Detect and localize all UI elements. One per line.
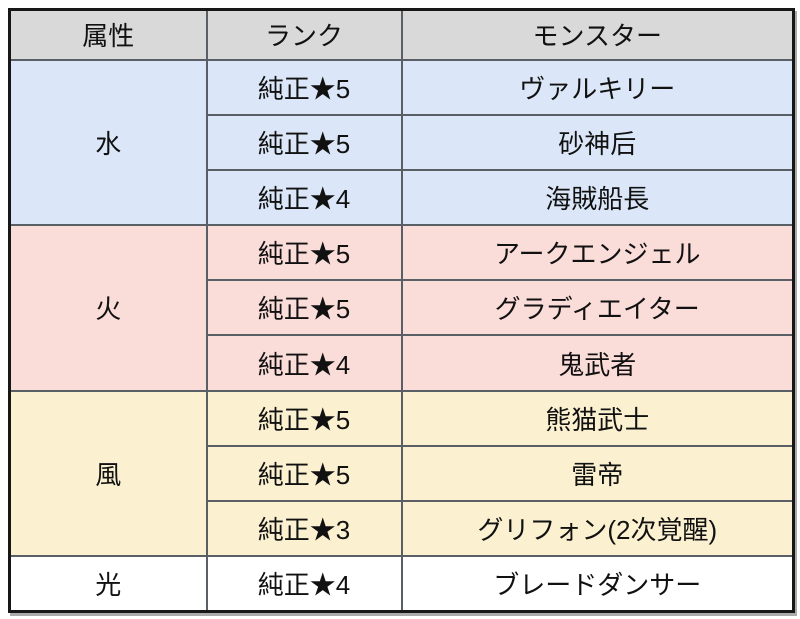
table-row: 純正★4 鬼武者 — [10, 334, 795, 392]
monster-cell: 鬼武者 — [400, 334, 795, 392]
rank-cell: 純正★5 — [205, 389, 403, 447]
header-rank: ランク — [205, 8, 403, 61]
header-attribute: 属性 — [8, 8, 208, 61]
monster-cell: グリフォン(2次覚醒) — [400, 499, 795, 558]
attribute-cell-water: 水 — [8, 58, 208, 227]
table-row: 風 純正★5 熊猫武士 — [8, 389, 795, 558]
table-row: 純正★5 グラディエイター — [10, 279, 795, 337]
table-row: 純正★5 砂神后 — [10, 113, 795, 171]
monster-cell: ブレードダンサー — [400, 555, 795, 613]
table-row: 水 純正★5 ヴァルキリー — [8, 58, 795, 227]
header-row: 属性 ランク モンスター — [8, 8, 795, 61]
monster-rank-table: 属性 ランク モンスター 水 純正★5 ヴァルキリー 純正★5 砂神后 純正★4… — [8, 8, 795, 613]
table-row: 光 純正★4 ブレードダンサー — [8, 555, 795, 613]
attribute-cell-fire: 火 — [8, 224, 208, 392]
table-row: 純正★3 グリフォン(2次覚醒) — [10, 499, 795, 558]
monster-cell: 海賊船長 — [400, 168, 795, 227]
monster-cell: アークエンジェル — [400, 224, 795, 282]
attribute-cell-wind: 風 — [8, 389, 208, 558]
header-monster: モンスター — [400, 8, 795, 61]
rank-cell: 純正★4 — [205, 168, 403, 227]
rank-cell: 純正★5 — [205, 58, 403, 116]
monster-cell: ヴァルキリー — [400, 58, 795, 116]
monster-cell: 砂神后 — [400, 113, 795, 171]
rank-cell: 純正★5 — [205, 279, 403, 337]
table-row: 純正★4 海賊船長 — [10, 168, 795, 227]
rank-cell: 純正★5 — [205, 444, 403, 503]
table-row: 純正★5 雷帝 — [10, 444, 795, 503]
table-row: 火 純正★5 アークエンジェル — [8, 224, 795, 392]
rank-cell: 純正★4 — [205, 555, 403, 613]
rank-cell: 純正★4 — [205, 334, 403, 392]
rank-cell: 純正★3 — [205, 499, 403, 558]
rank-cell: 純正★5 — [205, 113, 403, 171]
monster-cell: 雷帝 — [400, 444, 795, 503]
monster-cell: 熊猫武士 — [400, 389, 795, 447]
monster-cell: グラディエイター — [400, 279, 795, 337]
rank-cell: 純正★5 — [205, 224, 403, 282]
attribute-cell-light: 光 — [8, 555, 208, 613]
